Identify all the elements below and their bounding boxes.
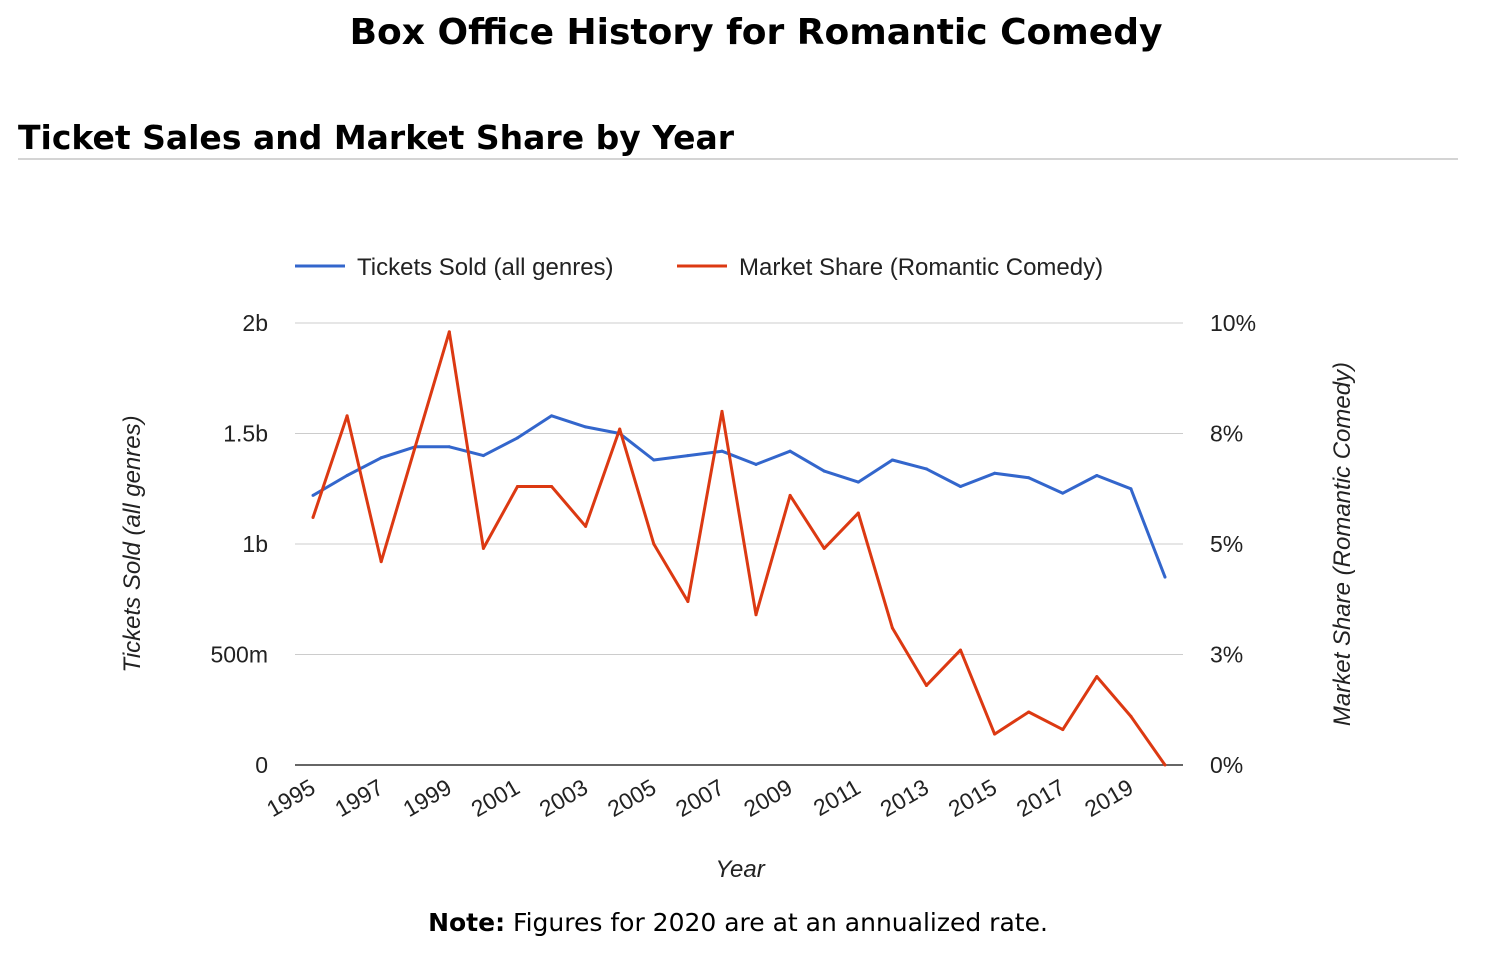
x-tick-label: 2015	[944, 774, 1001, 822]
y-left-tick-label: 2b	[242, 310, 268, 336]
y-left-tick-label: 500m	[210, 642, 268, 668]
tickets-sold-point	[788, 449, 792, 453]
tickets-sold-point	[993, 471, 997, 475]
section-divider	[18, 158, 1458, 160]
tickets-sold-point	[652, 458, 656, 462]
y-right-tick-label: 3%	[1210, 642, 1243, 668]
tickets-sold-point	[1129, 487, 1133, 491]
tickets-sold-point	[550, 414, 554, 418]
x-tick-label: 2017	[1012, 774, 1069, 822]
footnote: Note: Figures for 2020 are at an annuali…	[0, 908, 1476, 937]
market-share-point	[481, 546, 485, 550]
gridlines	[295, 322, 1183, 766]
note-text: Figures for 2020 are at an annualized ra…	[505, 908, 1048, 937]
y-right-tick-label: 10%	[1210, 310, 1256, 336]
market-share-point	[1129, 714, 1133, 718]
market-share-point	[413, 445, 417, 449]
y-right-tick-label: 0%	[1210, 752, 1243, 778]
tickets-sold-point	[959, 485, 963, 489]
market-share-point	[924, 683, 928, 687]
chart-lines	[311, 330, 1167, 767]
market-share-point	[993, 732, 997, 736]
market-share-point	[856, 511, 860, 515]
tickets-sold-point	[379, 456, 383, 460]
market-share-point	[345, 414, 349, 418]
market-share-point	[1027, 710, 1031, 714]
y-right-tick-label: 8%	[1210, 421, 1243, 447]
market-share-point	[311, 515, 315, 519]
market-share-point	[379, 560, 383, 564]
y-left-axis-title: Tickets Sold (all genres)	[119, 415, 146, 672]
axes: 0 500m 1b 1.5b 2b 0% 3% 5% 8% 10% 1995 1997 1999 2001…	[119, 310, 1356, 883]
market-share-point	[1061, 728, 1065, 732]
tickets-sold-point	[720, 449, 724, 453]
market-share-point	[822, 546, 826, 550]
tickets-sold-point	[1095, 473, 1099, 477]
market-share-point	[720, 409, 724, 413]
tickets-sold-point	[1163, 575, 1167, 579]
x-tick-label: 2007	[671, 774, 728, 822]
x-tick-label: 1995	[262, 774, 319, 822]
tickets-sold-point	[686, 454, 690, 458]
tickets-sold-point	[584, 425, 588, 429]
market-share-point	[515, 485, 519, 489]
tickets-sold-point	[515, 436, 519, 440]
y-right-tick-label: 5%	[1210, 531, 1243, 557]
x-tick-label: 2005	[603, 774, 660, 822]
market-share-point	[618, 427, 622, 431]
x-tick-label: 1999	[399, 774, 456, 822]
x-tick-label: 2003	[535, 774, 592, 822]
y-left-tick-label: 1.5b	[223, 421, 268, 447]
market-share-point	[447, 330, 451, 334]
market-share-point	[890, 626, 894, 630]
tickets-sold-point	[447, 445, 451, 449]
market-share-point	[788, 493, 792, 497]
tickets-sold-point	[924, 467, 928, 471]
x-tick-label: 2013	[876, 774, 933, 822]
tickets-sold-point	[345, 473, 349, 477]
y-left-tick-label: 0	[255, 752, 268, 778]
y-right-axis-title: Market Share (Romantic Comedy)	[1329, 362, 1356, 726]
x-tick-label: 2019	[1080, 774, 1137, 822]
market-share-point	[686, 599, 690, 603]
market-share-point	[584, 524, 588, 528]
legend: Tickets Sold (all genres) Market Share (R…	[295, 254, 1103, 281]
note-label: Note:	[428, 908, 506, 937]
market-share-point	[754, 613, 758, 617]
market-share-line	[311, 330, 1167, 766]
tickets-sold-line	[312, 414, 1167, 578]
tickets-sold-point	[481, 454, 485, 458]
legend-tickets-label: Tickets Sold (all genres)	[357, 254, 614, 281]
market-share-point	[1095, 675, 1099, 679]
market-share-point	[959, 648, 963, 652]
section-title: Ticket Sales and Market Share by Year	[18, 118, 734, 157]
tickets-sold-point	[856, 480, 860, 484]
market-share-point	[652, 542, 656, 546]
x-tick-label: 1997	[330, 774, 387, 822]
x-tick-label: 2011	[809, 774, 865, 821]
tickets-sold-point	[1061, 491, 1065, 495]
market-share-point	[550, 485, 554, 489]
x-tick-label: 2009	[739, 774, 796, 822]
legend-market-share-label: Market Share (Romantic Comedy)	[739, 254, 1103, 281]
x-tick-label: 2001	[467, 774, 524, 822]
y-left-tick-label: 1b	[242, 531, 268, 557]
page-title: Box Office History for Romantic Comedy	[349, 12, 1163, 53]
line-chart: Tickets Sold (all genres) Market Share (R…	[119, 254, 1356, 883]
tickets-sold-point	[754, 462, 758, 466]
tickets-sold-point	[822, 469, 826, 473]
x-axis-title: Year	[715, 856, 765, 883]
tickets-sold-point	[1027, 476, 1031, 480]
tickets-sold-point	[311, 493, 315, 497]
market-share-point	[1163, 763, 1167, 767]
tickets-sold-point	[890, 458, 894, 462]
